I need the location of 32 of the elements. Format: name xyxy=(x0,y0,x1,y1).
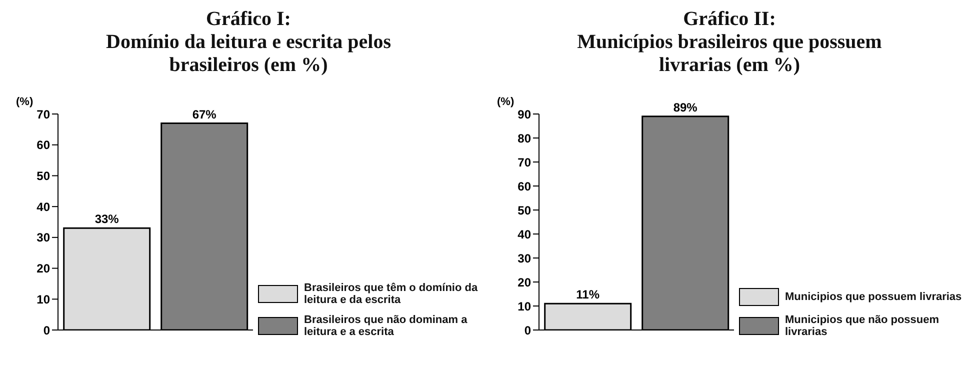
y-tick-label: 30 xyxy=(36,230,50,245)
data-label: 33% xyxy=(94,212,120,226)
legend-label: Brasileiros que têm o domínio da leitura e da escrita xyxy=(304,282,479,306)
y-tick-label: 50 xyxy=(518,203,532,218)
y-tick-label: 10 xyxy=(36,292,50,306)
y-tick-label: 10 xyxy=(518,299,532,314)
chart-title: Gráfico I: xyxy=(205,8,292,31)
legend-label: Brasileiros que não dominam a leitura e a escrita xyxy=(304,314,468,338)
chart-subtitle: Domínio da leitura e escrita pelos brasileiros (em %) xyxy=(105,31,392,77)
y-tick-label: 50 xyxy=(36,168,50,183)
y-tick-label: 70 xyxy=(36,107,50,122)
legend-label: Municipios que não possuem livrarias xyxy=(785,314,940,338)
y-tick-label: 40 xyxy=(36,200,50,214)
y-axis-title: (%) xyxy=(16,96,34,108)
y-tick-label: 20 xyxy=(36,262,50,276)
legend-label: Municipios que possuem livrarias xyxy=(785,291,962,303)
y-tick-label: 20 xyxy=(518,275,532,290)
data-label: 67% xyxy=(192,107,217,122)
y-tick-label: 0 xyxy=(43,323,50,338)
y-tick-label: 0 xyxy=(524,323,532,338)
y-tick-label: 60 xyxy=(518,179,532,194)
data-label: 11% xyxy=(576,288,600,302)
y-axis-title: (%) xyxy=(497,96,514,108)
y-tick-label: 60 xyxy=(36,138,50,152)
chart-title: Gráfico II: xyxy=(682,8,777,31)
y-tick-label: 40 xyxy=(518,227,532,242)
y-tick-label: 80 xyxy=(518,131,532,146)
y-tick-label: 90 xyxy=(518,107,532,122)
y-tick-label: 70 xyxy=(518,155,532,170)
data-label: 89% xyxy=(673,100,698,114)
y-tick-label: 30 xyxy=(518,251,532,266)
chart-subtitle: Municípios brasileiros que possuem livrarias (em %) xyxy=(576,31,883,77)
